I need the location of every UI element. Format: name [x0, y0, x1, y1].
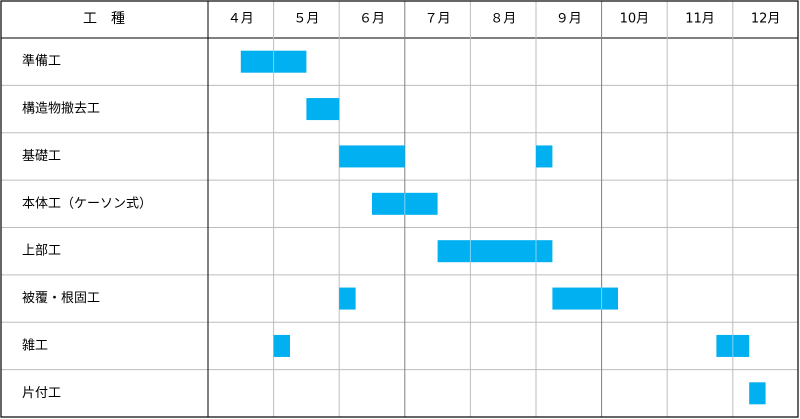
- task-bar: [273, 334, 290, 357]
- task-label: 基礎工: [22, 149, 61, 164]
- task-bar: [749, 382, 766, 405]
- task-bar: [339, 287, 356, 310]
- task-bars: [240, 50, 766, 405]
- task-bar: [536, 145, 553, 168]
- month-header-label: ７月: [425, 12, 451, 27]
- task-bar: [306, 98, 340, 121]
- task-label: 被覆・根固工: [22, 291, 100, 306]
- month-header-label: 11月: [685, 12, 715, 27]
- task-label: 本体工（ケーソン式）: [22, 196, 152, 211]
- month-header-label: 12月: [751, 12, 781, 27]
- month-header-label: ８月: [490, 12, 516, 27]
- task-label: 準備工: [22, 53, 61, 69]
- month-header-label: ５月: [293, 12, 319, 27]
- labels: 工 種 ４月 ５月 ６月 ７月 ８月 ９月 10月 11月 12月準備工構造物撤去工基礎工本体工…: [22, 11, 780, 401]
- task-bar: [552, 287, 618, 310]
- task-label: 雑工: [22, 337, 48, 353]
- task-bar: [437, 240, 553, 263]
- month-header-label: 10月: [620, 12, 650, 27]
- month-header-label: ４月: [228, 12, 254, 27]
- month-header-label: ９月: [556, 12, 582, 27]
- task-label: 構造物撤去工: [22, 101, 100, 117]
- task-label: 片付工: [22, 386, 61, 401]
- task-bar: [339, 145, 405, 168]
- task-label: 上部工: [22, 244, 61, 259]
- task-column-header: 工 種: [83, 11, 125, 27]
- month-header-label: ６月: [359, 12, 385, 27]
